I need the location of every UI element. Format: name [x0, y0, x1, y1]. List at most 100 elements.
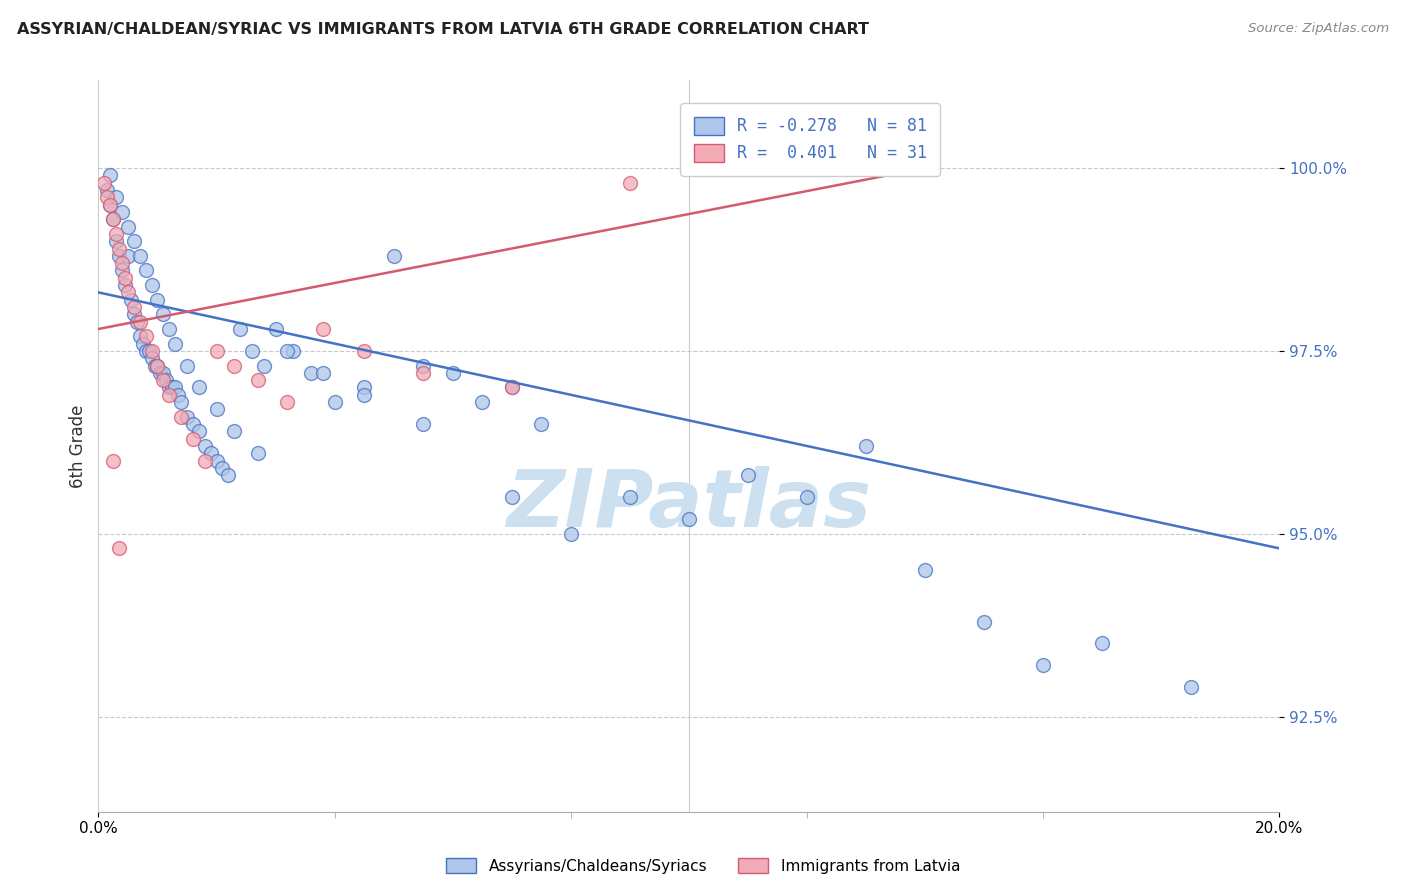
Point — [299, 366, 322, 380]
Point — [253, 359, 276, 373]
Point — [187, 425, 209, 439]
Point — [170, 409, 193, 424]
Point — [205, 343, 228, 358]
Point — [157, 322, 180, 336]
Point — [152, 373, 174, 387]
Point — [105, 234, 128, 248]
Point — [114, 270, 136, 285]
Point — [96, 190, 118, 204]
Point — [117, 249, 139, 263]
Point — [678, 512, 700, 526]
Point — [167, 388, 190, 402]
Point — [152, 366, 174, 380]
Point — [353, 343, 375, 358]
Text: ASSYRIAN/CHALDEAN/SYRIAC VS IMMIGRANTS FROM LATVIA 6TH GRADE CORRELATION CHART: ASSYRIAN/CHALDEAN/SYRIAC VS IMMIGRANTS F… — [17, 22, 869, 37]
Point — [128, 329, 150, 343]
Point — [312, 322, 335, 336]
Point — [187, 380, 209, 394]
Point — [181, 417, 204, 431]
Point — [108, 242, 131, 256]
Point — [560, 526, 582, 541]
Point — [105, 227, 128, 241]
Point — [914, 563, 936, 577]
Point — [117, 219, 139, 234]
Point — [98, 197, 121, 211]
Point — [1180, 681, 1202, 695]
Point — [176, 359, 198, 373]
Point — [194, 453, 217, 467]
Point — [146, 359, 169, 373]
Point — [157, 388, 180, 402]
Point — [108, 541, 131, 556]
Point — [165, 380, 187, 394]
Point — [146, 293, 169, 307]
Point — [200, 446, 222, 460]
Point — [530, 417, 553, 431]
Point — [619, 490, 641, 504]
Point — [103, 453, 125, 467]
Point — [122, 307, 145, 321]
Point — [217, 468, 239, 483]
Point — [170, 395, 193, 409]
Point — [914, 161, 936, 175]
Point — [162, 380, 183, 394]
Point — [501, 490, 523, 504]
Point — [135, 263, 157, 277]
Point — [973, 615, 995, 629]
Point — [135, 329, 157, 343]
Point — [283, 343, 305, 358]
Point — [111, 256, 134, 270]
Point — [149, 366, 172, 380]
Point — [96, 183, 118, 197]
Point — [143, 359, 166, 373]
Point — [98, 169, 121, 183]
Point — [211, 461, 233, 475]
Point — [128, 249, 150, 263]
Point — [103, 212, 125, 227]
Point — [796, 490, 818, 504]
Point — [132, 336, 155, 351]
Point — [224, 425, 246, 439]
Point — [146, 359, 169, 373]
Point — [93, 176, 115, 190]
Point — [501, 380, 523, 394]
Point — [353, 388, 375, 402]
Point — [323, 395, 346, 409]
Point — [224, 359, 246, 373]
Point — [246, 446, 269, 460]
Point — [141, 351, 163, 366]
Point — [122, 234, 145, 248]
Point — [737, 468, 759, 483]
Point — [135, 343, 157, 358]
Point — [382, 249, 405, 263]
Point — [246, 373, 269, 387]
Point — [152, 307, 174, 321]
Point — [138, 343, 160, 358]
Point — [353, 380, 375, 394]
Point — [98, 197, 121, 211]
Point — [501, 380, 523, 394]
Point — [120, 293, 142, 307]
Point — [105, 190, 128, 204]
Y-axis label: 6th Grade: 6th Grade — [69, 404, 87, 488]
Point — [240, 343, 263, 358]
Point — [194, 439, 217, 453]
Point — [1091, 636, 1114, 650]
Point — [165, 336, 187, 351]
Point — [441, 366, 464, 380]
Point — [181, 432, 204, 446]
Point — [229, 322, 252, 336]
Point — [111, 263, 134, 277]
Legend: Assyrians/Chaldeans/Syriacs, Immigrants from Latvia: Assyrians/Chaldeans/Syriacs, Immigrants … — [440, 852, 966, 880]
Point — [125, 315, 148, 329]
Point — [205, 453, 228, 467]
Point — [141, 343, 163, 358]
Text: ZIPatlas: ZIPatlas — [506, 466, 872, 543]
Point — [855, 439, 877, 453]
Point — [276, 395, 298, 409]
Point — [155, 373, 177, 387]
Point — [276, 343, 298, 358]
Point — [157, 380, 180, 394]
Point — [103, 212, 125, 227]
Point — [141, 278, 163, 293]
